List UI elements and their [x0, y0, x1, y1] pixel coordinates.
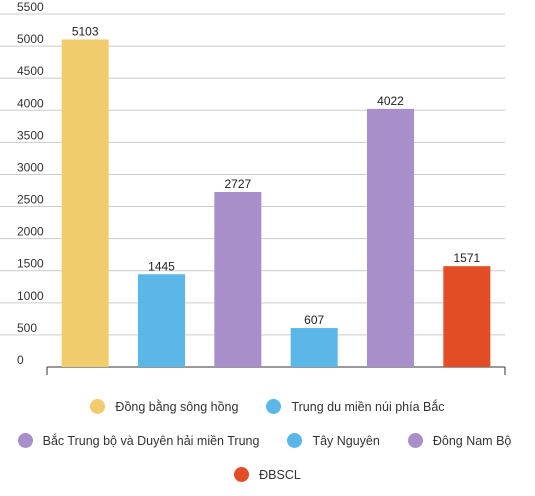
y-tick-label: 5000 — [17, 32, 44, 46]
legend-swatch-icon — [17, 433, 33, 448]
y-tick-label: 0 — [17, 353, 24, 367]
y-tick-label: 4000 — [17, 96, 44, 110]
y-tick-label: 5500 — [17, 0, 44, 14]
legend-item-dong-nam-bo[interactable]: Đông Nam Bộ — [407, 433, 512, 448]
legend-item-tay-nguyen[interactable]: Tây Nguyên — [287, 433, 380, 448]
y-tick-label: 3500 — [17, 128, 44, 142]
bar — [443, 266, 491, 367]
legend-swatch-icon — [90, 399, 106, 414]
legend-swatch-icon — [234, 467, 250, 482]
legend-item-trung-du-mien-nui[interactable]: Trung du miền núi phía Bắc — [266, 399, 445, 414]
legend-item-bac-trung-bo[interactable]: Bắc Trung bộ và Duyên hải miền Trung — [17, 433, 260, 448]
y-tick-label: 2500 — [17, 193, 44, 207]
y-tick-label: 2000 — [17, 225, 44, 239]
y-tick-label: 1000 — [17, 289, 44, 303]
bar — [367, 108, 414, 368]
data-label: 5103 — [72, 24, 99, 38]
legend-swatch-icon — [287, 433, 303, 448]
bar-chart: 0 500 1000 1500 2000 2500 3000 3500 4000 4500 5000… — [0, 0, 506, 375]
data-label: 2727 — [224, 177, 251, 191]
y-tick-label: 3000 — [17, 160, 44, 174]
y-tick-label: 500 — [17, 321, 37, 335]
legend-swatch-icon — [407, 433, 423, 448]
bar — [61, 39, 109, 367]
legend-label: ĐBSCL — [259, 467, 301, 482]
legend-swatch-icon — [266, 399, 282, 414]
legend-label: Đông Nam Bộ — [432, 433, 512, 448]
y-tick-label: 4500 — [17, 64, 44, 78]
legend-label: Tây Nguyên — [312, 433, 380, 448]
legend-label: Trung du miền núi phía Bắc — [291, 399, 445, 414]
legend-row-3: ĐBSCL — [0, 467, 535, 482]
legend-label: Bắc Trung bộ và Duyên hải miền Trung — [42, 433, 260, 448]
legend-item-dbscl[interactable]: ĐBSCL — [234, 467, 301, 482]
data-label: 1445 — [148, 259, 175, 273]
bar — [290, 328, 338, 367]
data-label: 4022 — [377, 94, 404, 108]
data-label: 607 — [304, 313, 324, 327]
legend-row-1: Đồng bằng sông hồng Trung du miền núi ph… — [0, 399, 535, 414]
data-label: 1571 — [453, 251, 480, 265]
bar — [138, 274, 185, 367]
bar — [214, 191, 262, 367]
legend-row-2: Bắc Trung bộ và Duyên hải miền Trung Tây… — [0, 433, 535, 448]
legend-label: Đồng bằng sông hồng — [115, 399, 239, 414]
y-tick-label: 1500 — [17, 257, 44, 271]
legend-item-dong-bang-song-hong[interactable]: Đồng bằng sông hồng — [90, 399, 238, 414]
